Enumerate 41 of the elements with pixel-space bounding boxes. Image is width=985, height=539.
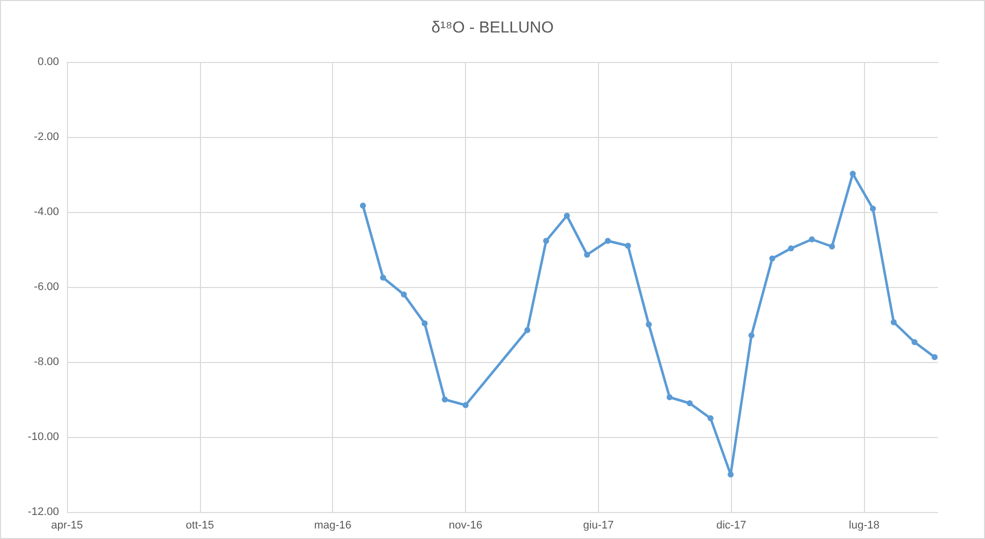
point xyxy=(462,402,469,408)
y-tick-label: 0.00 xyxy=(38,56,59,68)
point xyxy=(666,394,673,400)
point xyxy=(808,236,815,242)
point xyxy=(828,244,835,250)
point xyxy=(686,400,693,406)
point xyxy=(932,354,938,360)
x-tick-label: mag-16 xyxy=(314,520,352,532)
point xyxy=(769,256,776,262)
point xyxy=(748,332,754,338)
y-tick-label: -10.00 xyxy=(28,431,59,443)
x-tick-label: nov-16 xyxy=(448,520,482,532)
point xyxy=(422,320,428,326)
point xyxy=(646,322,652,328)
point xyxy=(524,327,530,334)
point xyxy=(360,202,366,209)
point xyxy=(728,472,734,478)
y-tick-label: -8.00 xyxy=(34,356,59,368)
x-tick-label: lug-18 xyxy=(848,520,880,532)
point xyxy=(788,245,794,252)
y-tick-label: -2.00 xyxy=(34,131,59,143)
point xyxy=(543,238,550,244)
x-tick-label: giu-17 xyxy=(583,520,614,532)
point xyxy=(624,242,631,249)
x-tick-label: dic-17 xyxy=(716,520,746,532)
point xyxy=(400,292,407,298)
point xyxy=(890,319,897,326)
point xyxy=(708,415,714,422)
point xyxy=(442,396,448,402)
point xyxy=(564,212,570,219)
chart-title: δ¹⁸O - BELLUNO xyxy=(431,20,554,36)
point xyxy=(584,252,590,258)
x-tick-label: apr-15 xyxy=(51,520,83,532)
point xyxy=(380,274,386,281)
y-tick-label: -6.00 xyxy=(34,281,59,293)
y-tick-label: -4.00 xyxy=(34,206,59,218)
y-tick-label: -12.00 xyxy=(28,506,59,518)
point xyxy=(604,238,611,244)
point xyxy=(912,339,918,346)
x-tick-label: ott-15 xyxy=(186,520,214,532)
point xyxy=(870,206,876,212)
